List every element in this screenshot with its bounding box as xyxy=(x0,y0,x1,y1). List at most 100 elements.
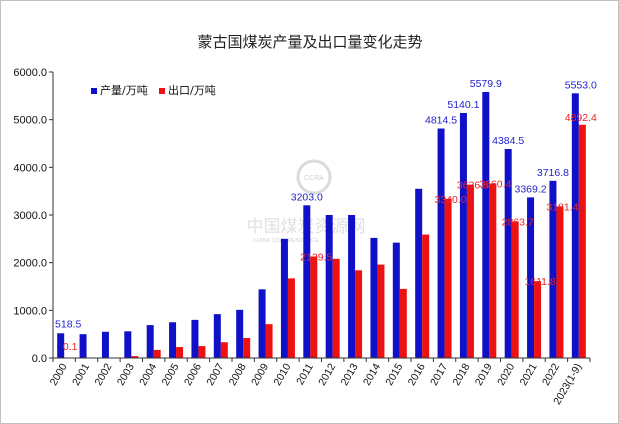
x-tick-label: 2002 xyxy=(92,361,114,387)
x-tick-label: 2011 xyxy=(294,361,316,387)
bar-export xyxy=(399,288,407,358)
legend-swatch-export xyxy=(159,88,165,94)
legend-swatch-production xyxy=(91,88,97,94)
bar-production xyxy=(370,237,378,358)
x-tick-label: 2013 xyxy=(339,361,361,387)
bar-production xyxy=(527,197,535,358)
bar-production xyxy=(79,334,87,358)
bar-production xyxy=(191,319,199,358)
data-label-production: 4384.5 xyxy=(492,135,524,147)
bar-production xyxy=(258,289,266,358)
data-label-export: 2129.5 xyxy=(300,251,332,263)
x-tick-label: 2000 xyxy=(48,361,70,387)
data-label-export: 3660.4 xyxy=(479,179,511,191)
chart-legend: 产量/万吨 出口/万吨 xyxy=(91,83,216,97)
bar-production xyxy=(57,333,65,358)
y-tick-label: 2000.0 xyxy=(13,258,47,270)
bar-export xyxy=(377,264,385,358)
bar-production xyxy=(415,188,423,358)
x-axis: 2000 2001 2002 2003 2004 2005 2006 2007 2008 2009… xyxy=(48,357,591,407)
data-label-export: 0.1 xyxy=(63,341,78,353)
data-label-production: 5553.0 xyxy=(565,79,597,91)
legend-label-production: 产量/万吨 xyxy=(100,83,148,97)
bar-production xyxy=(146,325,154,358)
bar-export xyxy=(287,278,295,358)
bar-export xyxy=(310,256,318,358)
bar-export xyxy=(511,221,519,358)
bar-export xyxy=(355,270,363,358)
data-label-production: 5579.9 xyxy=(470,78,502,90)
y-tick-label: 4000.0 xyxy=(13,162,47,174)
y-tick-label: 3000.0 xyxy=(13,210,47,222)
bar-production xyxy=(303,205,311,358)
x-tick-label: 2004 xyxy=(137,361,159,387)
bar-export xyxy=(220,342,228,358)
bar-export xyxy=(534,281,542,358)
data-label-production: 5140.1 xyxy=(447,99,479,111)
data-label-production: 4814.5 xyxy=(425,115,457,127)
bar-export xyxy=(153,349,161,358)
y-tick-label: 0.0 xyxy=(32,353,47,365)
watermark-logo-text: CCRA xyxy=(304,175,324,182)
bar-production xyxy=(325,215,333,358)
x-tick-label: 2006 xyxy=(182,361,204,387)
data-label-export: 3181.4 xyxy=(546,201,578,213)
x-tick-label: 2016 xyxy=(406,361,428,387)
x-tick-label: 2001 xyxy=(70,361,92,387)
x-tick-label: 2007 xyxy=(204,361,226,387)
x-tick-label: 2012 xyxy=(316,361,338,387)
data-label-production: 3369.2 xyxy=(515,183,547,195)
bar-export xyxy=(422,234,430,358)
y-tick-label: 1000.0 xyxy=(13,305,47,317)
x-tick-label: 2020 xyxy=(495,361,517,387)
x-tick-label: 2003 xyxy=(115,361,137,387)
bar-export xyxy=(556,206,564,358)
data-label-export: 2863.7 xyxy=(502,216,534,228)
bar-production xyxy=(504,149,512,358)
bar-production xyxy=(437,128,445,358)
bar-production xyxy=(280,238,288,358)
bar-export xyxy=(176,347,184,358)
x-tick-label: 2005 xyxy=(160,361,182,387)
bar-export xyxy=(332,258,340,358)
y-tick-label: 6000.0 xyxy=(13,67,47,79)
bar-production xyxy=(482,92,490,358)
bar-export xyxy=(265,324,273,358)
bar-production xyxy=(213,314,221,358)
x-tick-label: 2017 xyxy=(428,361,450,387)
legend-label-export: 出口/万吨 xyxy=(168,83,216,97)
data-label-export: 1611.8 xyxy=(524,276,555,288)
bar-production xyxy=(101,331,109,358)
bar-export xyxy=(444,198,452,358)
x-tick-label: 2008 xyxy=(227,361,249,387)
data-label-export: 4892.4 xyxy=(565,112,597,124)
watermark-logo-icon xyxy=(296,159,332,195)
bar-export xyxy=(489,183,497,358)
bar-production xyxy=(236,309,244,358)
data-labels: 518.5 0.1 3203.0 2129.5 4814.5 3340.0 5140.1 36… xyxy=(55,78,597,353)
bar-export xyxy=(198,346,206,358)
data-label-production: 518.5 xyxy=(55,318,81,330)
bars xyxy=(57,92,586,359)
data-label-export: 3636.5 xyxy=(457,180,489,192)
bar-production xyxy=(169,322,177,358)
bar-production xyxy=(348,215,356,358)
data-label-production: 3203.0 xyxy=(291,191,323,203)
bar-export xyxy=(578,124,586,359)
data-label-export: 3340.0 xyxy=(435,194,467,206)
x-tick-label: 2015 xyxy=(383,361,405,387)
bar-production xyxy=(124,331,132,358)
x-tick-label: 2021 xyxy=(518,361,540,387)
x-tick-label: 2018 xyxy=(450,361,472,387)
x-tick-label: 2014 xyxy=(361,361,383,387)
bar-production xyxy=(549,180,557,358)
x-tick-label: 2022 xyxy=(540,361,562,387)
bar-export xyxy=(466,184,474,358)
bar-export xyxy=(243,337,251,358)
bar-export xyxy=(131,356,139,358)
bar-production xyxy=(459,112,467,359)
x-tick-label: 2009 xyxy=(249,361,271,387)
x-tick-label: 2010 xyxy=(271,361,293,387)
